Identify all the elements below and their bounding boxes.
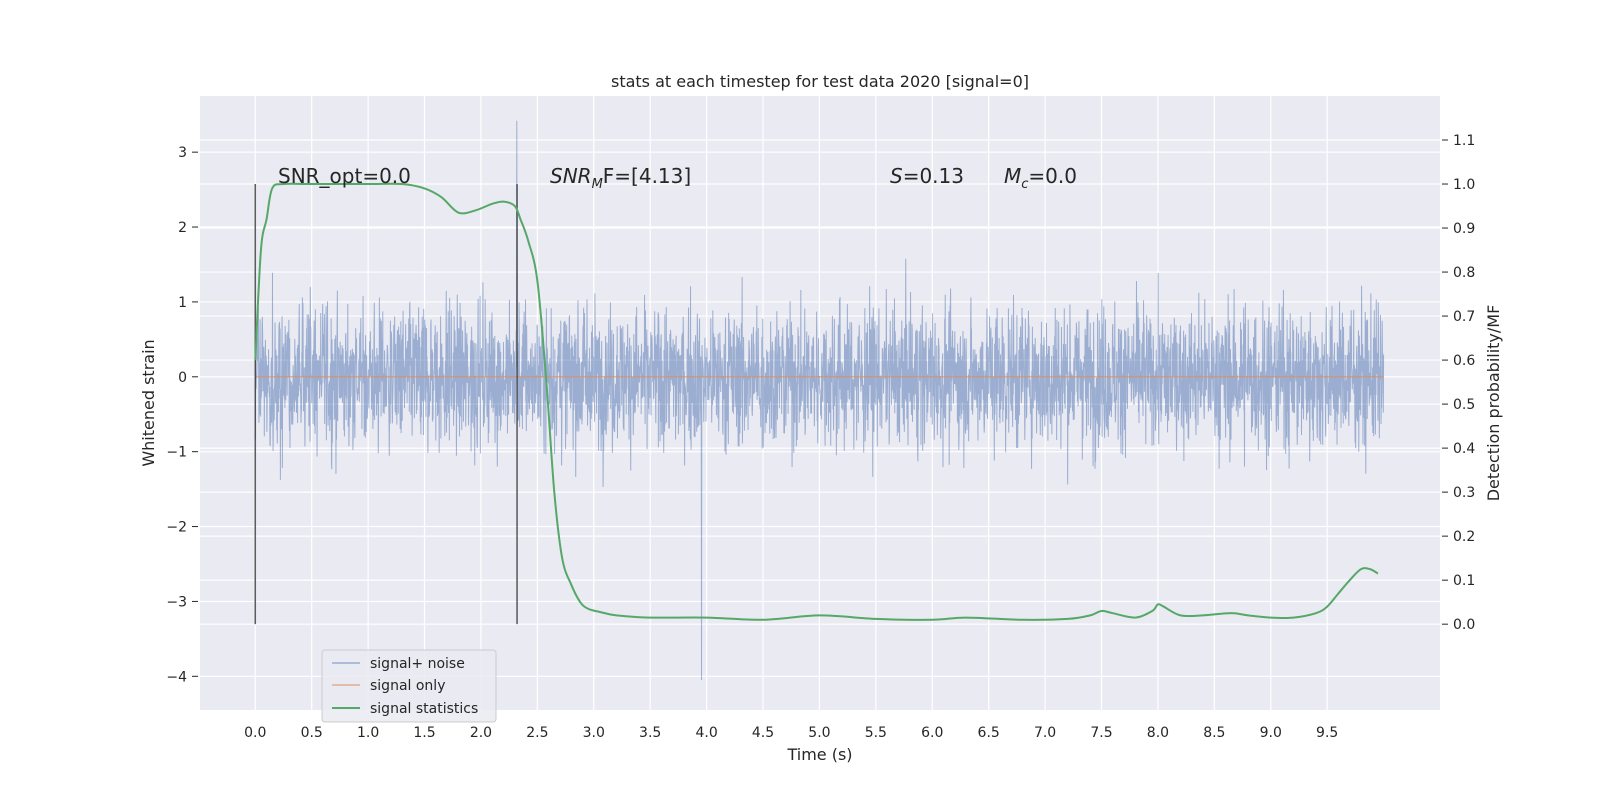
y-right-tick-label: 0.1	[1453, 573, 1475, 589]
x-tick-label: 1.5	[413, 725, 435, 741]
x-tick-label: 2.5	[526, 725, 548, 741]
annotation-snr-opt: SNR_opt=0.0	[278, 164, 411, 188]
y-left-tick-label: 0	[178, 370, 187, 386]
annotation-s: S=0.13	[890, 164, 964, 188]
signal-noise-line	[254, 120, 1385, 681]
y-right-tick-label: 0.5	[1453, 397, 1475, 413]
legend-label-signal-statistics: signal statistics	[370, 701, 478, 717]
x-tick-label: 4.5	[752, 725, 774, 741]
y-right-tick-label: 0.7	[1453, 309, 1475, 325]
x-tick-label: 7.5	[1090, 725, 1112, 741]
legend-label-signal-noise: signal+ noise	[370, 656, 465, 672]
x-tick-label: 8.0	[1147, 725, 1169, 741]
legend-label-signal-only: signal only	[370, 678, 445, 694]
mc-value: =0.0	[1028, 164, 1077, 188]
x-tick-label: 5.0	[808, 725, 830, 741]
x-axis-label: Time (s)	[786, 745, 852, 764]
signal-statistics-line	[254, 182, 1379, 621]
s-label: S	[890, 164, 903, 188]
series-signal-noise	[254, 120, 1385, 681]
x-tick-label: 9.0	[1260, 725, 1282, 741]
x-tick-label: 3.0	[583, 725, 605, 741]
x-tick-label: 6.0	[921, 725, 943, 741]
x-tick-label: 2.0	[470, 725, 492, 741]
s-value: =0.13	[903, 164, 964, 188]
annotation-mc: Mc=0.0	[1004, 164, 1077, 192]
series-signal-statistics	[254, 182, 1379, 621]
x-tick-label: 5.5	[865, 725, 887, 741]
x-axis-ticks: 0.0 0.5 1.0 1.5 2.0 2.5 3.0 3.5 4.0 4.5 5.0 5.5 6.0 6…	[244, 725, 1338, 741]
x-tick-label: 4.0	[695, 725, 717, 741]
y-left-axis-label: Whitened strain	[139, 339, 158, 466]
y-left-tick-label: −1	[166, 445, 187, 461]
y-right-axis-label: Detection probability/MF	[1484, 305, 1503, 502]
y-left-tick-label: 2	[178, 220, 187, 236]
mc-label: M	[1004, 164, 1021, 188]
y-right-tick-label: 1.0	[1453, 177, 1475, 193]
y-left-tick-label: −4	[166, 669, 187, 685]
y-right-tick-label: 0.0	[1453, 617, 1475, 633]
y-right-tick-label: 0.4	[1453, 441, 1475, 457]
x-tick-label: 7.0	[1034, 725, 1056, 741]
y-right-axis-ticks: 0.0 0.1 0.2 0.3 0.4 0.5 0.6 0.7 0.8 0.9 1.0 1.1	[1442, 133, 1475, 633]
legend: signal+ noise signal only signal statist…	[321, 649, 497, 723]
chart-title: stats at each timestep for test data 202…	[611, 72, 1029, 91]
snr-mf-sub: M	[592, 177, 603, 192]
y-left-axis-ticks: −4 −3 −2 −1 0 1 2 3	[166, 145, 198, 685]
x-tick-label: 9.5	[1316, 725, 1338, 741]
y-right-tick-label: 0.9	[1453, 221, 1475, 237]
x-tick-label: 1.0	[357, 725, 379, 741]
y-right-tick-label: 0.8	[1453, 265, 1475, 281]
y-right-tick-label: 0.3	[1453, 485, 1475, 501]
y-left-tick-label: 3	[178, 145, 187, 161]
x-tick-label: 0.5	[301, 725, 323, 741]
y-left-tick-label: 1	[178, 295, 187, 311]
x-tick-label: 0.0	[244, 725, 266, 741]
y-right-tick-label: 0.6	[1453, 353, 1475, 369]
mc-sub: c	[1021, 177, 1028, 192]
x-tick-label: 3.5	[639, 725, 661, 741]
y-left-tick-label: −2	[166, 520, 187, 536]
snr-mf-base: SNR	[550, 164, 592, 188]
vertical-markers	[254, 184, 518, 625]
x-tick-label: 8.5	[1203, 725, 1225, 741]
y-right-tick-label: 1.1	[1453, 133, 1475, 149]
legend-box	[321, 649, 497, 723]
x-tick-label: 6.5	[978, 725, 1000, 741]
annotation-snr-mf: SNRMF=[4.13]	[550, 164, 691, 192]
y-right-tick-label: 0.2	[1453, 529, 1475, 545]
snr-mf-rest: F=[4.13]	[603, 164, 691, 188]
y-left-tick-label: −3	[166, 594, 187, 610]
